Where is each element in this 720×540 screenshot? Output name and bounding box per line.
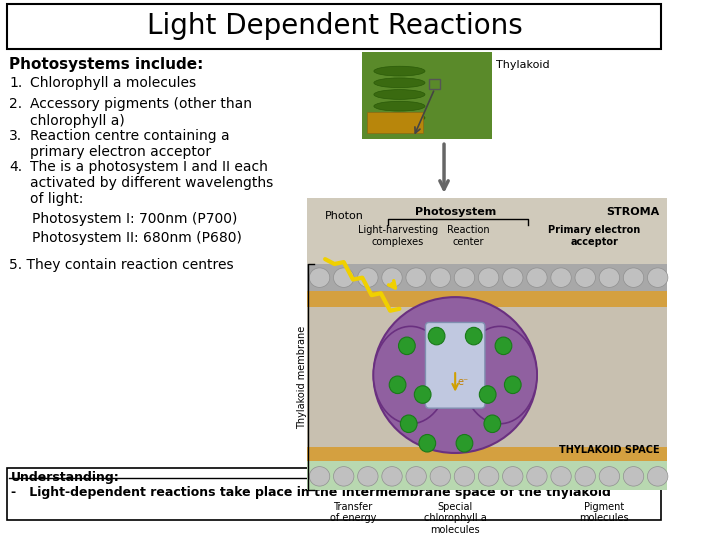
Text: Photosystem I: 700nm (P700): Photosystem I: 700nm (P700) xyxy=(32,212,237,226)
Ellipse shape xyxy=(390,376,406,394)
Text: Thylakoid: Thylakoid xyxy=(496,60,549,70)
Ellipse shape xyxy=(430,268,451,287)
Bar xyxy=(307,264,667,291)
Ellipse shape xyxy=(495,337,512,355)
Bar xyxy=(362,52,492,139)
Ellipse shape xyxy=(310,268,330,287)
Ellipse shape xyxy=(456,435,473,452)
Text: -   Light-dependent reactions take place in the intermembrane space of the thyla: - Light-dependent reactions take place i… xyxy=(11,486,611,499)
Bar xyxy=(429,79,441,89)
Ellipse shape xyxy=(374,78,425,87)
Text: Light-harvesting
complexes: Light-harvesting complexes xyxy=(358,225,438,247)
Text: Light Dependent Reactions: Light Dependent Reactions xyxy=(147,12,522,40)
Bar xyxy=(307,461,667,490)
Text: Photosystem II: 680nm (P680): Photosystem II: 680nm (P680) xyxy=(32,231,241,245)
Bar xyxy=(7,468,662,520)
Ellipse shape xyxy=(419,435,436,452)
Ellipse shape xyxy=(374,326,448,424)
FancyBboxPatch shape xyxy=(426,322,485,408)
Ellipse shape xyxy=(398,337,415,355)
Ellipse shape xyxy=(333,268,354,287)
Text: 3.: 3. xyxy=(9,129,22,143)
Ellipse shape xyxy=(358,268,378,287)
Ellipse shape xyxy=(551,467,571,486)
Ellipse shape xyxy=(527,268,547,287)
Ellipse shape xyxy=(505,376,521,394)
Ellipse shape xyxy=(599,467,620,486)
Text: Understanding:: Understanding: xyxy=(11,471,120,484)
Ellipse shape xyxy=(551,268,571,287)
Ellipse shape xyxy=(430,467,451,486)
Text: Accessory pigments (other than
chlorophyll a): Accessory pigments (other than chlorophy… xyxy=(30,97,252,127)
Text: Photosystem: Photosystem xyxy=(415,207,496,218)
Text: 5. They contain reaction centres: 5. They contain reaction centres xyxy=(9,258,234,272)
Ellipse shape xyxy=(358,467,378,486)
Text: THYLAKOID SPACE: THYLAKOID SPACE xyxy=(559,445,660,455)
Ellipse shape xyxy=(647,467,668,486)
Bar xyxy=(307,447,667,463)
Ellipse shape xyxy=(463,326,537,424)
Ellipse shape xyxy=(374,66,425,76)
Ellipse shape xyxy=(406,268,426,287)
Text: Reaction
center: Reaction center xyxy=(447,225,490,247)
Ellipse shape xyxy=(484,415,500,433)
Text: The is a photosystem I and II each
activated by different wavelengths
of light:: The is a photosystem I and II each activ… xyxy=(30,160,273,206)
Text: Special
chlorophyll a
molecules: Special chlorophyll a molecules xyxy=(424,502,487,535)
Ellipse shape xyxy=(575,467,595,486)
Text: Thylakoid membrane: Thylakoid membrane xyxy=(297,326,307,429)
Ellipse shape xyxy=(575,268,595,287)
Ellipse shape xyxy=(428,327,445,345)
Text: e⁻: e⁻ xyxy=(458,377,469,387)
Bar xyxy=(307,198,667,461)
Bar xyxy=(307,198,667,264)
Text: 4.: 4. xyxy=(9,160,22,174)
Ellipse shape xyxy=(374,113,425,123)
Ellipse shape xyxy=(478,268,499,287)
Ellipse shape xyxy=(333,467,354,486)
Ellipse shape xyxy=(374,297,537,453)
Ellipse shape xyxy=(374,102,425,111)
Bar xyxy=(307,291,667,307)
Bar xyxy=(7,4,662,49)
Text: Photon: Photon xyxy=(325,211,364,221)
Text: STROMA: STROMA xyxy=(606,207,660,218)
Ellipse shape xyxy=(478,467,499,486)
Text: 1.: 1. xyxy=(9,76,22,90)
Ellipse shape xyxy=(480,386,496,403)
Ellipse shape xyxy=(465,327,482,345)
Text: Primary electron
acceptor: Primary electron acceptor xyxy=(549,225,641,247)
Ellipse shape xyxy=(374,90,425,99)
Ellipse shape xyxy=(310,467,330,486)
Ellipse shape xyxy=(624,467,644,486)
Ellipse shape xyxy=(454,467,474,486)
Text: Reaction centre containing a
primary electron acceptor: Reaction centre containing a primary ele… xyxy=(30,129,230,159)
Ellipse shape xyxy=(647,268,668,287)
Ellipse shape xyxy=(624,268,644,287)
Text: Pigment
molecules: Pigment molecules xyxy=(579,502,629,523)
Text: Photosystems include:: Photosystems include: xyxy=(9,57,204,71)
Text: Transfer
of energy: Transfer of energy xyxy=(330,502,376,523)
Ellipse shape xyxy=(503,268,523,287)
Text: 2.: 2. xyxy=(9,97,22,111)
Ellipse shape xyxy=(454,268,474,287)
Ellipse shape xyxy=(599,268,620,287)
Bar xyxy=(367,112,423,133)
Ellipse shape xyxy=(503,467,523,486)
Ellipse shape xyxy=(382,268,402,287)
Text: Chlorophyll a molecules: Chlorophyll a molecules xyxy=(30,76,196,90)
Ellipse shape xyxy=(382,467,402,486)
Ellipse shape xyxy=(406,467,426,486)
Ellipse shape xyxy=(414,386,431,403)
Bar xyxy=(307,463,667,490)
Ellipse shape xyxy=(400,415,417,433)
Ellipse shape xyxy=(527,467,547,486)
